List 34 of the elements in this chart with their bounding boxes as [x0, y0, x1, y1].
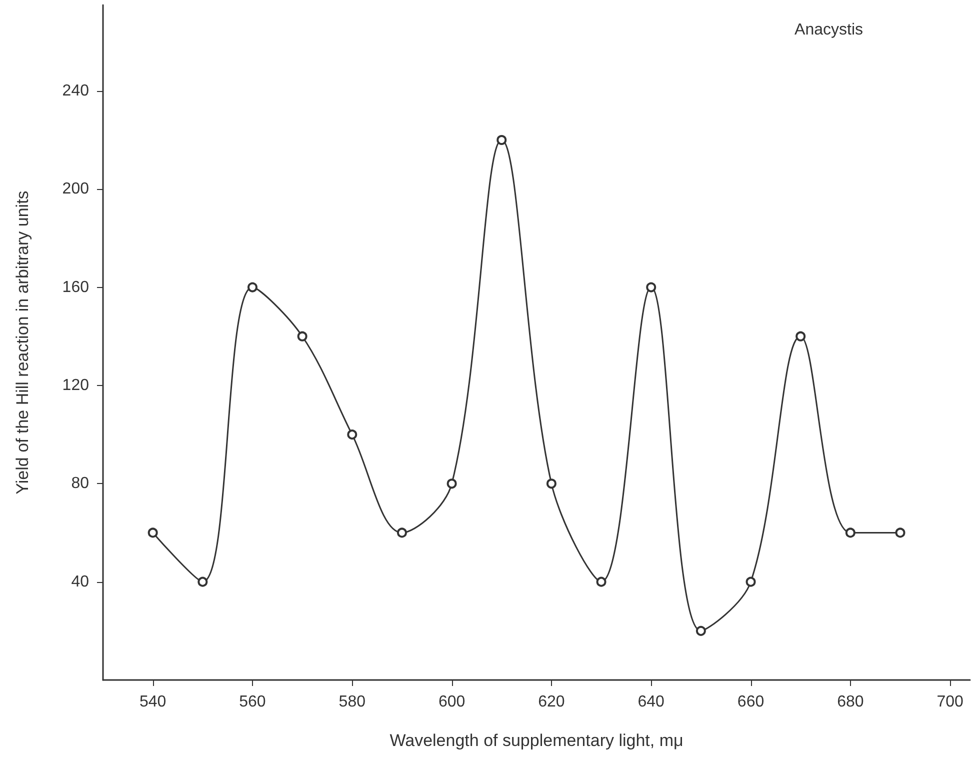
y-axis-title: Yield of the Hill reaction in arbitrary units — [13, 190, 32, 494]
point — [496, 135, 507, 145]
point — [845, 528, 856, 538]
point — [895, 528, 906, 538]
point — [796, 331, 806, 342]
y-tick-label: 120 — [62, 376, 90, 394]
x-tick-label: 540 — [139, 694, 166, 710]
x-tick-label: 560 — [239, 694, 266, 710]
point — [446, 478, 457, 489]
point — [746, 576, 756, 587]
y-tick-label: 80 — [71, 475, 90, 492]
y-tick-label: 200 — [62, 180, 90, 198]
x-axis-title: Wavelength of supplementary light, mμ — [390, 731, 684, 750]
point — [646, 282, 656, 292]
point — [546, 478, 556, 489]
annotation: Anacystis — [794, 22, 863, 38]
point — [396, 528, 407, 538]
x-tick-label: 580 — [338, 694, 366, 710]
y-tick-label: 160 — [62, 278, 90, 296]
x-tick-label: 700 — [936, 694, 964, 710]
point — [596, 576, 606, 587]
point — [247, 282, 258, 292]
x-tick-label: 660 — [737, 694, 764, 710]
point — [148, 528, 158, 538]
y-tick-label: 40 — [71, 573, 90, 590]
point — [198, 576, 208, 587]
x-tick-label: 620 — [538, 694, 565, 710]
point — [297, 331, 308, 342]
point — [696, 626, 706, 636]
point — [347, 430, 358, 440]
x-tick-label: 600 — [438, 694, 466, 710]
x-tick-label: 680 — [837, 694, 864, 710]
y-tick-label: 240 — [62, 82, 90, 100]
x-tick-label: 640 — [638, 694, 665, 710]
